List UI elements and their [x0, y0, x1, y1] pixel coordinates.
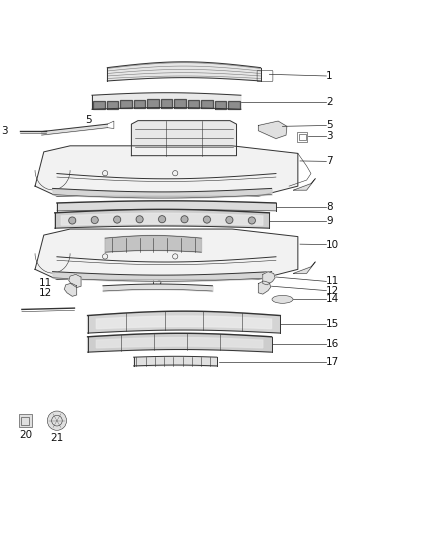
Polygon shape [57, 201, 276, 211]
Polygon shape [69, 274, 81, 287]
Bar [174, 100, 186, 108]
Polygon shape [35, 229, 298, 279]
Text: 15: 15 [326, 319, 339, 329]
Text: 1: 1 [326, 71, 333, 81]
Bar [19, 414, 32, 427]
Text: 11: 11 [326, 277, 339, 286]
Text: 13: 13 [150, 277, 163, 287]
Polygon shape [92, 93, 241, 109]
Circle shape [136, 216, 143, 223]
Text: 10: 10 [326, 240, 339, 249]
Polygon shape [88, 333, 272, 352]
Circle shape [226, 216, 233, 223]
Text: 2: 2 [326, 97, 333, 107]
Polygon shape [263, 272, 275, 285]
Circle shape [159, 216, 166, 223]
Bar [201, 100, 213, 108]
Bar [161, 100, 172, 108]
Polygon shape [64, 283, 77, 296]
Text: 17: 17 [326, 357, 339, 367]
Text: 20: 20 [19, 430, 32, 440]
Polygon shape [42, 124, 107, 135]
Text: 18: 18 [147, 229, 160, 239]
Polygon shape [107, 62, 261, 81]
Text: 14: 14 [326, 294, 339, 304]
Polygon shape [105, 236, 201, 252]
Text: 21: 21 [50, 433, 64, 443]
Polygon shape [35, 146, 298, 196]
Circle shape [114, 216, 121, 223]
Bar [228, 101, 240, 109]
Bar [21, 417, 29, 425]
Polygon shape [293, 262, 315, 273]
Bar [147, 100, 159, 108]
Ellipse shape [272, 295, 293, 303]
Circle shape [181, 216, 188, 223]
Circle shape [69, 217, 76, 224]
Text: 12: 12 [326, 286, 339, 296]
Bar [134, 100, 145, 108]
Polygon shape [88, 311, 280, 333]
Bar [120, 100, 131, 108]
Polygon shape [258, 281, 271, 294]
Circle shape [203, 216, 210, 223]
Text: 3: 3 [1, 126, 8, 136]
Bar [297, 132, 307, 142]
Text: 12: 12 [39, 288, 52, 298]
Bar [188, 100, 199, 108]
Text: 8: 8 [326, 202, 333, 212]
Bar [93, 101, 105, 109]
Circle shape [248, 217, 255, 224]
Text: 5: 5 [326, 120, 333, 131]
Text: 7: 7 [326, 156, 333, 166]
Polygon shape [55, 209, 269, 228]
Polygon shape [258, 121, 287, 139]
Text: 6: 6 [180, 133, 187, 143]
Polygon shape [61, 213, 263, 225]
Bar [215, 101, 226, 109]
Text: 3: 3 [326, 132, 333, 141]
Circle shape [91, 216, 98, 223]
Bar [106, 101, 118, 109]
Polygon shape [293, 179, 315, 190]
Polygon shape [131, 120, 237, 156]
Circle shape [47, 411, 67, 430]
Polygon shape [96, 316, 272, 329]
Text: 9: 9 [326, 215, 333, 225]
Text: 5: 5 [85, 115, 92, 125]
Polygon shape [96, 337, 263, 348]
Text: 16: 16 [326, 340, 339, 350]
Text: 11: 11 [39, 278, 52, 288]
Bar [299, 134, 306, 140]
